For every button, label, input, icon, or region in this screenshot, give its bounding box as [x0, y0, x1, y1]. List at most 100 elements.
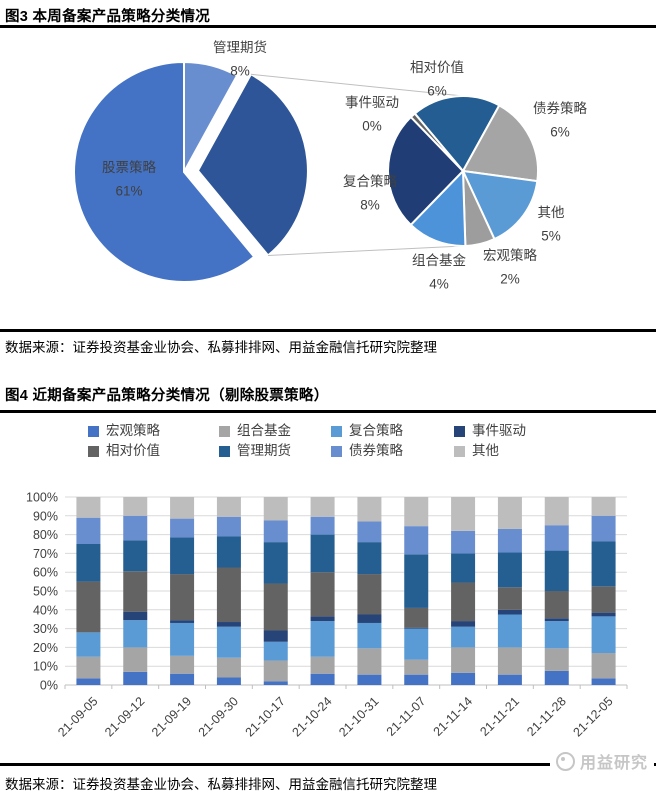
x-axis-label: 21-10-17	[243, 694, 288, 739]
figure4-title: 图4 近期备案产品策略分类情况（剔除股票策略）	[5, 388, 329, 404]
bar-segment-其他	[123, 497, 148, 516]
bar-segment-其他	[170, 497, 195, 519]
legend-item-管理期货: 管理期货	[219, 444, 331, 458]
bar-segment-复合策略	[123, 620, 148, 648]
legend-swatch-icon	[331, 425, 342, 437]
bar-segment-组合基金	[123, 647, 148, 672]
legend-label: 其他	[472, 443, 499, 458]
bar-segment-事件驱动	[216, 622, 241, 627]
bar-segment-相对价值	[123, 571, 148, 612]
bar-segment-宏观策略	[544, 670, 569, 685]
bar-segment-相对价值	[310, 572, 335, 617]
y-axis-tick-label: 90%	[33, 509, 58, 523]
watermark-logo-icon	[555, 751, 575, 771]
figure3-source: 数据来源：证券投资基金业协会、私募排排网、用益金融信托研究院整理	[5, 340, 437, 355]
bar-segment-组合基金	[591, 653, 616, 679]
x-axis-label: 21-11-07	[384, 694, 429, 739]
y-axis-tick-label: 10%	[33, 660, 58, 674]
bar-segment-管理期货	[216, 536, 241, 568]
bar-segment-其他	[497, 497, 522, 529]
bar-segment-管理期货	[310, 534, 335, 573]
pie-label: 事件驱动	[345, 95, 399, 110]
bar-segment-管理期货	[170, 537, 195, 575]
chart-legend: 宏观策略 组合基金 复合策略 事件驱动 相对价值 管理期货 债券策略 其他	[88, 424, 574, 458]
bar-segment-事件驱动	[497, 609, 522, 615]
bar-segment-其他	[76, 497, 101, 518]
legend-item-事件驱动: 事件驱动	[454, 424, 574, 438]
bar-segment-管理期货	[263, 542, 288, 584]
pie-label: 61%	[115, 184, 142, 199]
legend-swatch-icon	[454, 445, 465, 457]
legend-swatch-icon	[219, 425, 230, 437]
x-axis-label: 21-09-05	[55, 694, 100, 739]
legend-swatch-icon	[454, 425, 465, 437]
pie-label: 0%	[362, 119, 382, 134]
pie-label: 宏观策略	[483, 247, 537, 263]
pie-label: 复合策略	[343, 173, 397, 189]
bar-segment-债券策略	[76, 517, 101, 544]
bar-segment-事件驱动	[123, 611, 148, 621]
bar-segment-相对价值	[216, 567, 241, 623]
bar-segment-债券策略	[404, 526, 429, 555]
legend-item-宏观策略: 宏观策略	[88, 424, 219, 438]
bar-segment-复合策略	[451, 626, 476, 648]
bar-segment-组合基金	[263, 660, 288, 682]
bar-segment-宏观策略	[216, 677, 241, 685]
bar-segment-宏观策略	[451, 672, 476, 685]
bar-segment-债券策略	[263, 520, 288, 543]
bar-segment-组合基金	[310, 656, 335, 674]
pie-slice-其他策略合计	[196, 72, 309, 257]
bar-segment-其他	[310, 497, 335, 517]
bar-segment-相对价值	[451, 582, 476, 622]
bar-segment-事件驱动	[591, 612, 616, 617]
bar-segment-管理期货	[123, 540, 148, 572]
bar-segment-事件驱动	[263, 630, 288, 642]
bar-segment-复合策略	[310, 621, 335, 657]
bar-segment-事件驱动	[544, 618, 569, 622]
pie-slice-复合策略	[387, 115, 465, 227]
legend-label: 宏观策略	[106, 423, 160, 438]
bar-segment-宏观策略	[170, 673, 195, 685]
bar-segment-相对价值	[497, 587, 522, 610]
legend-item-组合基金: 组合基金	[219, 424, 331, 438]
bar-segment-复合策略	[544, 621, 569, 649]
bar-segment-债券策略	[123, 515, 148, 541]
pie-slice-股票策略	[73, 60, 256, 283]
bar-segment-相对价值	[263, 583, 288, 631]
bar-segment-宏观策略	[497, 674, 522, 685]
bar-segment-债券策略	[357, 521, 382, 543]
x-axis-label: 21-11-21	[477, 694, 522, 739]
legend-label: 组合基金	[237, 423, 291, 438]
y-axis-tick-label: 0%	[40, 679, 58, 693]
legend-label: 管理期货	[237, 443, 291, 458]
pie-label: 债券策略	[533, 100, 587, 116]
bar-segment-复合策略	[497, 614, 522, 648]
bar-segment-其他	[451, 497, 476, 531]
bar-segment-管理期货	[591, 541, 616, 587]
bar-segment-管理期货	[76, 544, 101, 582]
pie-label: 6%	[550, 125, 570, 140]
bar-segment-宏观策略	[263, 681, 288, 685]
legend-label: 复合策略	[349, 423, 403, 438]
pie-label: 组合基金	[412, 252, 466, 268]
pie-label: 其他	[538, 205, 565, 220]
divider-figure4	[0, 410, 656, 413]
legend-item-其他: 其他	[454, 444, 574, 458]
bar-segment-复合策略	[170, 622, 195, 656]
x-axis-label: 21-09-19	[149, 694, 194, 739]
bar-segment-债券策略	[591, 515, 616, 542]
divider-figure3-source	[0, 329, 656, 332]
y-axis-tick-label: 70%	[33, 547, 58, 561]
x-axis-label: 21-09-30	[196, 694, 241, 739]
x-axis-label: 21-11-28	[524, 694, 569, 739]
legend-swatch-icon	[219, 445, 230, 457]
pie-label: 8%	[360, 198, 380, 213]
legend-swatch-icon	[331, 445, 342, 457]
legend-label: 事件驱动	[472, 423, 526, 438]
bar-segment-其他	[357, 497, 382, 522]
pie-slice-其他	[461, 169, 539, 241]
legend-label: 相对价值	[106, 443, 160, 458]
bar-segment-复合策略	[591, 616, 616, 654]
bar-segment-相对价值	[76, 581, 101, 633]
bar-segment-相对价值	[591, 586, 616, 613]
